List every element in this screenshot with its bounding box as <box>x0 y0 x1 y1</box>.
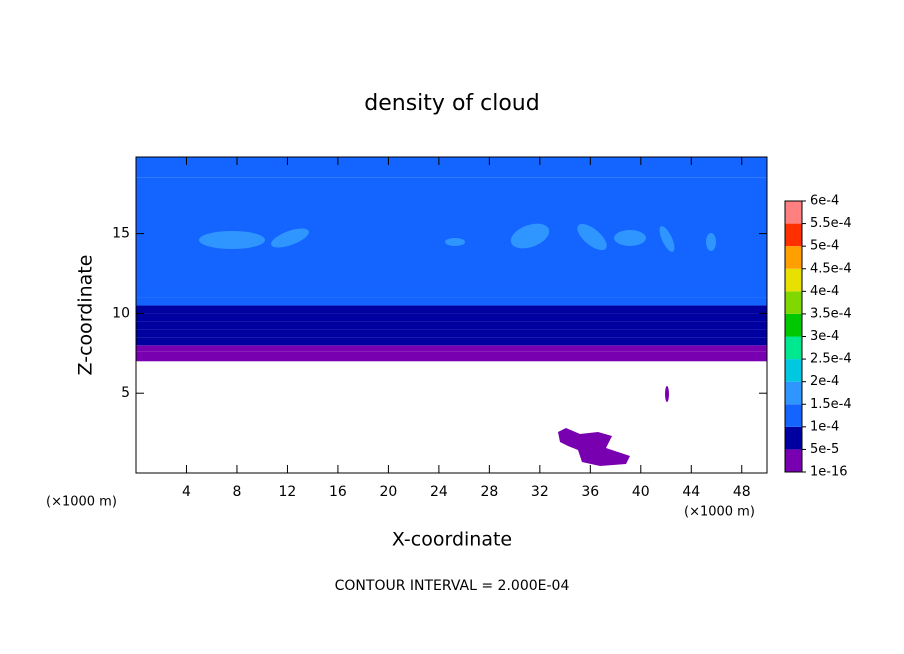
colorbar-swatch <box>785 381 802 405</box>
contour-band <box>136 313 767 322</box>
x-axis-label: X-coordinate <box>392 529 512 551</box>
contour-band <box>136 329 767 338</box>
colorbar-swatch <box>785 359 802 382</box>
colorbar-swatch <box>785 246 802 269</box>
y-tick-label: 5 <box>121 385 130 401</box>
x-tick-label: 48 <box>733 484 751 500</box>
colorbar-swatch <box>785 268 802 292</box>
x-tick-label: 12 <box>279 484 297 500</box>
contour-patches <box>199 223 716 466</box>
contour-band <box>136 305 767 314</box>
colorbar-swatch <box>785 291 802 314</box>
patch <box>706 233 716 251</box>
patch <box>614 230 646 246</box>
colorbar-label: 5.5e-4 <box>810 216 852 231</box>
colorbar-label: 3e-4 <box>810 329 839 344</box>
contour-band <box>136 321 767 330</box>
patch <box>558 428 630 466</box>
contour-band <box>136 157 767 178</box>
colorbar-swatch <box>785 336 802 360</box>
x-tick-label: 28 <box>480 484 498 500</box>
contour-band <box>136 345 767 352</box>
x-tick-label: 32 <box>531 484 549 500</box>
colorbar: 1e-16 5e-5 1e-4 1.5e-4 2e-4 2.5e-4 3e-4 3.5e-4 4… <box>784 194 852 480</box>
patch <box>271 228 309 248</box>
patch <box>665 386 669 402</box>
patch <box>510 223 550 249</box>
contour-field <box>136 157 767 362</box>
colorbar-swatch <box>785 404 802 427</box>
x-tick-label: 36 <box>581 484 599 500</box>
colorbar-label: 2.5e-4 <box>810 352 852 367</box>
y-tick-label: 15 <box>112 226 130 242</box>
colorbar-label: 1e-4 <box>810 419 839 434</box>
colorbar-label: 5e-4 <box>810 239 839 254</box>
colorbar-label: 4.5e-4 <box>810 261 852 276</box>
contour-band <box>136 337 767 346</box>
y-tick-label: 10 <box>112 305 130 321</box>
x-tick-label: 40 <box>632 484 650 500</box>
chart-title: density of cloud <box>364 91 539 116</box>
colorbar-swatch <box>785 426 802 450</box>
contour-band <box>136 297 767 306</box>
contour-band <box>136 281 767 298</box>
colorbar-label: 6e-4 <box>810 194 839 209</box>
x-unit: (×1000 m) <box>46 495 117 510</box>
patch <box>445 238 465 246</box>
colorbar-label: 4e-4 <box>810 284 839 299</box>
x-tick-label: 44 <box>682 484 700 500</box>
colorbar-label: 1e-16 <box>810 465 848 480</box>
contour-band <box>136 177 767 282</box>
colorbar-label: 1.5e-4 <box>810 397 852 412</box>
plot-frame <box>135 156 768 474</box>
colorbar-swatch <box>785 313 802 337</box>
colorbar-label: 2e-4 <box>810 374 839 389</box>
colorbar-swatch <box>785 223 802 247</box>
colorbar-label: 5e-5 <box>810 442 839 457</box>
x-unit: (×1000 m) <box>684 505 755 520</box>
colorbar-swatch <box>785 201 802 224</box>
x-tick-label: 20 <box>379 484 397 500</box>
x-tick-label: 24 <box>430 484 448 500</box>
contour-band <box>136 351 767 362</box>
colorbar-label: 3.5e-4 <box>810 306 852 321</box>
x-tick-label: 16 <box>329 484 347 500</box>
patch <box>659 226 675 252</box>
patch <box>199 231 265 249</box>
patch <box>577 223 607 251</box>
contour-note: CONTOUR INTERVAL = 2.000E-04 <box>335 578 570 594</box>
x-tick-label: 8 <box>232 484 241 500</box>
y-axis-label: Z-coordinate <box>75 255 97 376</box>
x-tick-label: 4 <box>182 484 191 500</box>
colorbar-swatch <box>785 449 802 472</box>
